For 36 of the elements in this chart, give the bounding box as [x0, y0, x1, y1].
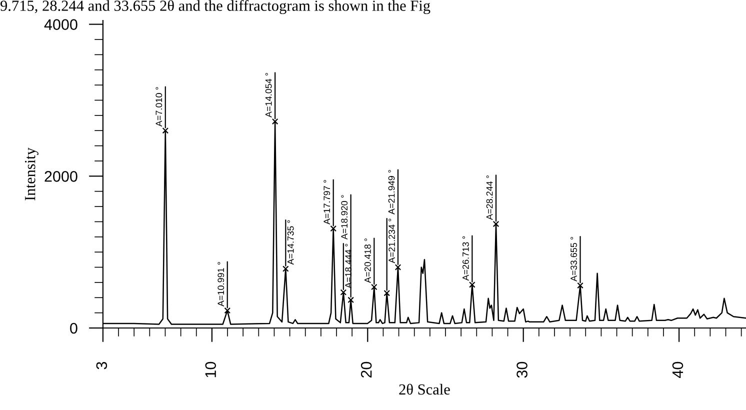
annotation: A=21.949 °	[388, 170, 395, 214]
x-tick-label: 20	[360, 362, 372, 378]
annotation: A=33.655 °	[570, 237, 577, 282]
point	[282, 266, 289, 272]
annotation: A=28.244 °	[486, 176, 493, 220]
y-tick-label: 4000	[44, 19, 78, 30]
y-axis-title: Intensity	[24, 148, 38, 200]
point	[577, 282, 584, 289]
point	[384, 290, 390, 296]
point	[224, 307, 231, 314]
x-tick-label: 10	[205, 362, 216, 378]
x-tick-label: 3	[96, 362, 108, 370]
point	[469, 282, 476, 288]
annotation: A=21.234 °	[388, 218, 395, 264]
x-tick-label: 40	[672, 362, 684, 378]
annotation: A=17.797 °	[324, 180, 330, 225]
y-tick-label: 2000	[44, 171, 78, 182]
point	[340, 289, 347, 296]
x-tick-label: 30	[516, 362, 528, 378]
annotation: A=7.010 °	[156, 87, 162, 127]
annotation: A=20.418 °	[364, 238, 371, 283]
text: 9.715, 28.244 and 33.655 2θ and the diffractogram is shown in the Fig	[0, 0, 430, 14]
annotation: A=10.991 °	[218, 262, 224, 307]
annotation: A=14.054 °	[265, 73, 272, 118]
point	[394, 264, 402, 270]
point	[272, 118, 278, 125]
point	[492, 220, 500, 228]
point	[348, 296, 354, 304]
annotation: A=14.735 °	[287, 220, 294, 265]
point	[330, 225, 336, 232]
point	[162, 127, 169, 134]
annotation: A=26.713 °	[462, 236, 469, 281]
x-axis-title: 2θ Scale	[399, 384, 450, 395]
point	[371, 284, 378, 290]
annotation: A=18.920 °	[341, 195, 348, 240]
y-tick-label: 0	[70, 322, 78, 334]
